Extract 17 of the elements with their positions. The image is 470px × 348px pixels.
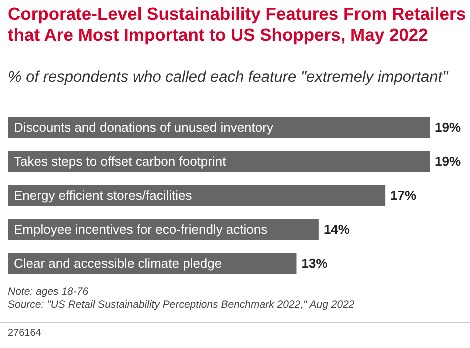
y-tick-label: Employee incentives for eco-friendly actions [14, 222, 268, 237]
data-label: 17% [390, 188, 418, 203]
chart-title: Corporate-Level Sustainability Features From Retailers that Are Most Important to US Shoppers, May 2022 [8, 4, 468, 46]
text: Note: ages 18-76 [8, 286, 90, 299]
data-label: 19% [435, 120, 462, 135]
source-note: Source: "US Retail Sustainability Perceptions Benchmark 2022," Aug 2022 [8, 299, 356, 312]
data-label: 13% [302, 256, 328, 271]
bar [8, 185, 386, 206]
bar [8, 151, 430, 172]
data-label: 14% [324, 222, 350, 237]
chart-subtitle: % of respondents who called each feature "extremely important" [8, 68, 450, 87]
y-tick-label: Clear and accessible climate pledge [14, 256, 222, 271]
data-label: 19% [435, 154, 462, 169]
y-tick-label: Energy efficient stores/facilities [14, 188, 193, 203]
y-tick-label: Discounts and donations of unused inventory [14, 120, 274, 135]
y-tick-label: Takes steps to offset carbon footprint [14, 154, 227, 169]
text: 276164 [8, 328, 42, 339]
